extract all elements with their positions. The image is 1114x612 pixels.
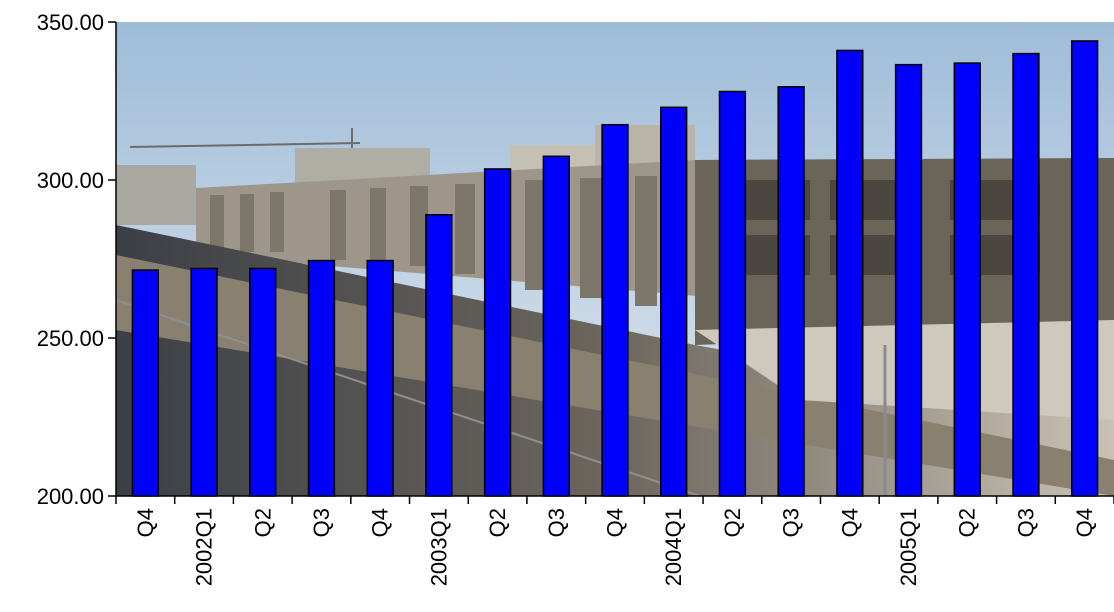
bar [1012, 52, 1040, 497]
y-tick-label: 250.00 [37, 326, 104, 351]
x-tick-label: 2003Q1 [426, 508, 451, 586]
x-tick-label: Q3 [1013, 508, 1038, 537]
bar [894, 63, 923, 497]
bar [425, 214, 453, 497]
bar [190, 267, 218, 497]
bar [249, 267, 277, 497]
bar [542, 155, 570, 497]
y-tick-label: 300.00 [37, 168, 104, 193]
y-axis: 200.00 250.00 300.00 350.00 [37, 10, 116, 509]
x-tick-label: 2002Q1 [192, 508, 217, 586]
x-tick-label: Q2 [720, 508, 745, 537]
x-tick-label: Q4 [133, 508, 158, 537]
bar [660, 106, 688, 497]
x-axis: Q4 2002Q1 Q2 Q3 Q4 2003Q1 Q2 Q3 Q4 2004Q1 Q2 Q3 Q4 20… [115, 496, 1114, 586]
x-tick-label: Q4 [1072, 508, 1097, 537]
x-tick-label: Q4 [368, 508, 393, 537]
x-tick-label: 2004Q1 [661, 508, 686, 586]
x-tick-label: Q3 [544, 508, 569, 537]
bar [601, 123, 629, 497]
x-tick-label: Q3 [779, 508, 804, 537]
bar [836, 49, 864, 497]
x-tick-label: Q3 [309, 508, 334, 537]
bar [1070, 40, 1099, 497]
y-tick-label: 350.00 [37, 10, 104, 35]
bar [366, 259, 394, 497]
x-tick-label: 2005Q1 [896, 508, 921, 586]
x-tick-label: Q2 [250, 508, 275, 537]
bar [953, 62, 981, 497]
x-tick-label: Q2 [955, 508, 980, 537]
bar [307, 259, 336, 497]
x-tick-label: Q4 [603, 508, 628, 537]
x-tick-label: Q2 [485, 508, 510, 537]
bar [718, 90, 747, 497]
bar [131, 269, 160, 497]
x-tick-label: Q4 [837, 508, 862, 537]
y-tick-label: 200.00 [37, 484, 104, 509]
bar [483, 168, 512, 497]
bar-series [131, 40, 1099, 497]
bar [777, 86, 805, 497]
